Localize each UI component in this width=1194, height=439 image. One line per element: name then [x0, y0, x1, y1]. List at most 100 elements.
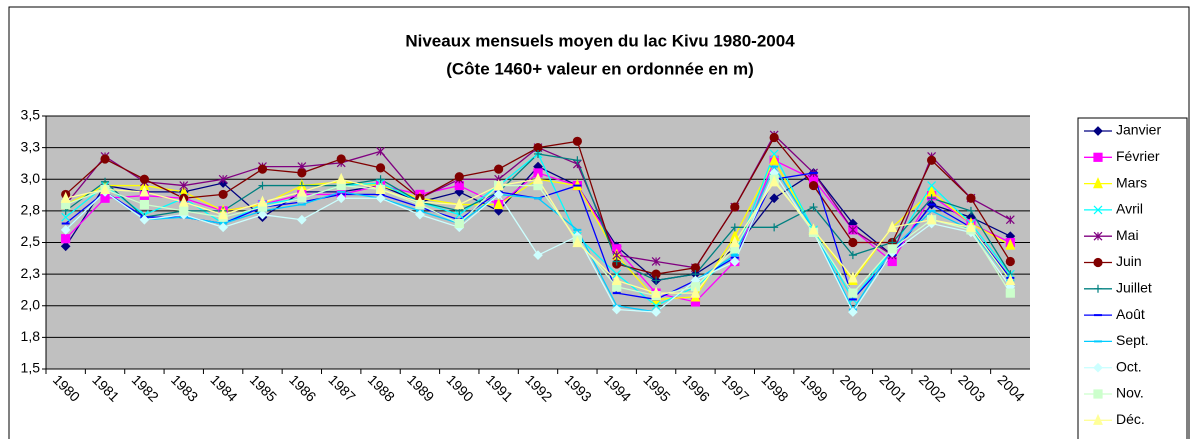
point	[730, 202, 740, 212]
point	[139, 174, 149, 184]
point	[139, 199, 149, 210]
point	[966, 220, 976, 232]
point	[179, 206, 189, 216]
point	[61, 234, 71, 244]
legend-label: Nov.	[1116, 385, 1144, 401]
point	[454, 172, 464, 182]
point	[1093, 389, 1103, 399]
point	[376, 146, 385, 156]
point	[336, 154, 346, 164]
point	[848, 288, 858, 298]
point	[927, 181, 937, 190]
point	[375, 182, 386, 194]
point	[257, 195, 268, 207]
point	[61, 212, 71, 222]
point	[218, 208, 229, 220]
point	[100, 182, 110, 194]
point	[966, 193, 976, 203]
point	[218, 189, 228, 200]
point	[100, 154, 110, 164]
point	[60, 241, 71, 252]
point	[729, 256, 740, 267]
point	[1093, 126, 1103, 136]
legend-label: Janvier	[1116, 122, 1161, 138]
legend-label: Juin	[1116, 253, 1142, 269]
point	[454, 198, 465, 210]
point	[454, 218, 464, 229]
point	[1093, 257, 1103, 268]
point	[139, 214, 150, 225]
point	[808, 223, 819, 235]
point	[533, 250, 543, 260]
point	[769, 149, 779, 159]
legend-label: Avril	[1116, 201, 1143, 217]
legend-label: Février	[1116, 148, 1160, 164]
chart-subtitle: (Côte 1460+ valeur en ordonnée en m)	[446, 59, 754, 78]
legend-label: Déc.	[1116, 411, 1145, 427]
y-tick-label: 2,3	[21, 265, 41, 281]
point	[848, 307, 858, 317]
point	[966, 206, 975, 215]
point	[375, 193, 386, 204]
legend-label: Juillet	[1116, 280, 1152, 296]
point	[769, 132, 779, 143]
point	[572, 236, 583, 248]
y-tick-label: 3,0	[21, 170, 41, 186]
y-tick-label: 1,8	[21, 328, 41, 344]
point	[848, 251, 857, 260]
chart-title: Niveaux mensuels moyen du lac Kivu 1980-…	[405, 31, 795, 50]
y-tick-label: 3,3	[21, 138, 41, 154]
point	[769, 153, 780, 165]
y-tick-label: 3,5	[21, 107, 41, 123]
point	[887, 220, 898, 232]
point	[927, 194, 936, 203]
point	[730, 223, 739, 232]
point	[1005, 273, 1016, 286]
point	[926, 213, 937, 225]
point	[1005, 256, 1015, 267]
point	[257, 164, 268, 174]
legend-label: Sept.	[1116, 332, 1149, 348]
point	[493, 179, 504, 191]
point	[179, 181, 189, 190]
point	[336, 193, 347, 204]
point	[257, 209, 268, 220]
point	[809, 203, 818, 212]
point	[336, 172, 347, 184]
point	[493, 198, 504, 210]
legend-label: Mars	[1116, 174, 1147, 190]
point	[1005, 288, 1015, 298]
point	[808, 180, 819, 191]
point	[651, 286, 662, 298]
point	[533, 172, 543, 184]
point	[296, 214, 307, 225]
point	[1093, 231, 1103, 241]
point	[1093, 413, 1103, 425]
y-tick-label: 1,5	[21, 360, 41, 376]
point	[729, 236, 740, 248]
y-tick-label: 2,0	[21, 296, 41, 312]
point	[651, 307, 661, 317]
point	[376, 175, 385, 184]
point	[1093, 177, 1103, 189]
point	[1093, 152, 1103, 162]
point	[534, 149, 542, 158]
point	[1093, 205, 1103, 215]
point	[178, 195, 189, 207]
legend-label: Oct.	[1116, 358, 1142, 374]
point	[1093, 362, 1103, 373]
point	[612, 257, 621, 266]
point	[887, 244, 897, 254]
point	[494, 164, 504, 174]
point	[1005, 238, 1016, 250]
point	[297, 168, 307, 178]
point	[690, 286, 701, 298]
point	[848, 225, 858, 235]
point	[414, 195, 425, 207]
point	[1005, 215, 1015, 225]
point	[769, 175, 780, 187]
point	[611, 273, 622, 286]
point	[651, 257, 661, 266]
point	[847, 271, 858, 283]
